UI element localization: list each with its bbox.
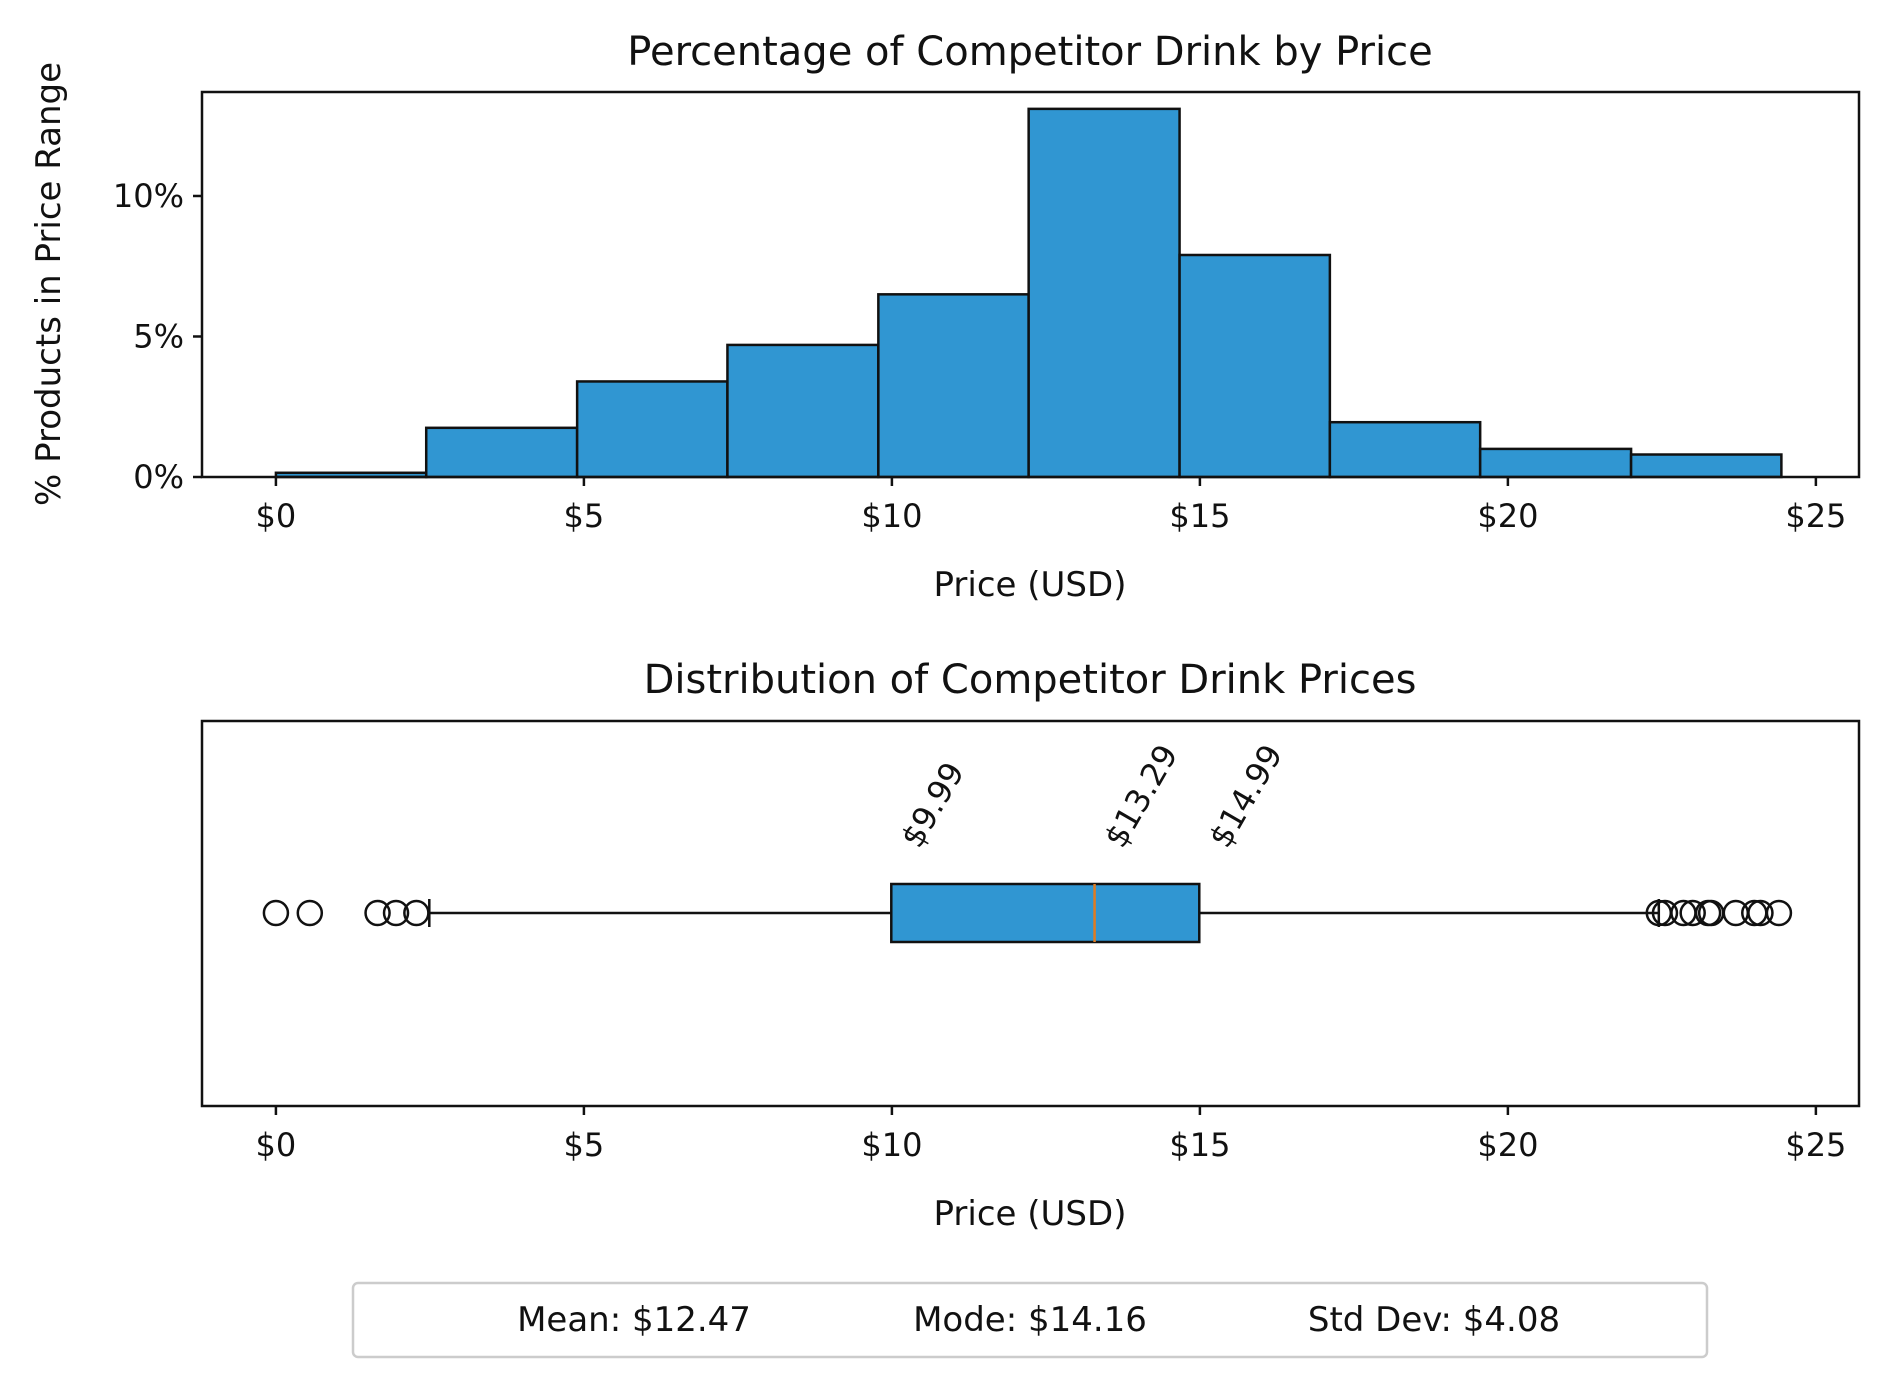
histogram-bar-10 bbox=[1629, 453, 1783, 479]
mean-stat: Mean: $12.47 bbox=[517, 1300, 751, 1340]
histogram-axes-frame bbox=[200, 90, 1861, 479]
histogram-bar-9 bbox=[1478, 447, 1633, 479]
stats-box: Mean: $12.47 Mode: $14.16 Std Dev: $4.08 bbox=[351, 1281, 1709, 1359]
outlier-point bbox=[1765, 899, 1793, 927]
boxplot-x-tick-label: $25 bbox=[1785, 1126, 1846, 1164]
histogram-bar-4 bbox=[726, 343, 880, 479]
histogram-x-tick-label: $15 bbox=[1169, 497, 1230, 535]
histogram-x-tick-label: $0 bbox=[256, 497, 297, 535]
histogram-bar-3 bbox=[575, 380, 729, 479]
outlier-points bbox=[262, 899, 1793, 927]
outlier-point bbox=[262, 899, 290, 927]
boxplot-x-tick-label: $5 bbox=[564, 1126, 605, 1164]
outlier-point bbox=[296, 899, 324, 927]
histogram-y-tick-label: 0% bbox=[133, 458, 184, 496]
stats-box-frame bbox=[351, 1281, 1709, 1359]
boxplot-x-tick-label: $20 bbox=[1477, 1126, 1538, 1164]
histogram-x-tick-label: $20 bbox=[1477, 497, 1538, 535]
boxplot-x-tick-label: $0 bbox=[256, 1126, 297, 1164]
histogram-bars bbox=[274, 107, 1783, 479]
outlier-point bbox=[1747, 899, 1774, 927]
histogram-y-ticks: 0% 5% 10% bbox=[113, 177, 202, 496]
histogram-panel: Percentage of Competitor Drink by Price … bbox=[29, 29, 1861, 605]
boxplot-axes-frame bbox=[200, 719, 1861, 1108]
outlier-point bbox=[364, 899, 391, 927]
histogram-y-axis-label: % Products in Price Range bbox=[29, 62, 69, 506]
interquartile-box bbox=[890, 882, 1201, 944]
boxplot-x-tick-label: $10 bbox=[861, 1126, 922, 1164]
histogram-bar-5 bbox=[877, 293, 1030, 479]
histogram-y-tick-label: 5% bbox=[133, 317, 184, 355]
histogram-x-axis-label: Price (USD) bbox=[934, 565, 1127, 605]
histogram-bar-8 bbox=[1328, 420, 1482, 479]
boxplot-x-axis-label: Price (USD) bbox=[934, 1194, 1127, 1234]
histogram-x-tick-label: $25 bbox=[1785, 497, 1846, 535]
histogram-x-ticks: $0 $5 $10 $15 $20 $25 bbox=[256, 477, 1846, 535]
histogram-bar-2 bbox=[424, 426, 579, 479]
histogram-title: Percentage of Competitor Drink by Price bbox=[627, 29, 1432, 75]
boxplot-x-ticks: $0 $5 $10 $15 $20 $25 bbox=[256, 1106, 1846, 1164]
outlier-point bbox=[403, 899, 430, 927]
histogram-x-tick-label: $10 bbox=[861, 497, 922, 535]
boxplot-panel: Distribution of Competitor Drink Prices … bbox=[200, 657, 1861, 1234]
histogram-x-tick-label: $5 bbox=[564, 497, 605, 535]
mode-stat: Mode: $14.16 bbox=[913, 1300, 1147, 1340]
outlier-point bbox=[1679, 899, 1706, 927]
boxplot-x-tick-label: $15 bbox=[1169, 1126, 1230, 1164]
std-dev-stat: Std Dev: $4.08 bbox=[1308, 1300, 1560, 1340]
histogram-bar-6 bbox=[1027, 107, 1181, 479]
outlier-point bbox=[382, 899, 410, 927]
outlier-point bbox=[1651, 899, 1679, 927]
histogram-bar-7 bbox=[1178, 253, 1332, 479]
boxplot-title: Distribution of Competitor Drink Prices bbox=[644, 657, 1417, 703]
histogram-y-tick-label: 10% bbox=[113, 177, 184, 215]
